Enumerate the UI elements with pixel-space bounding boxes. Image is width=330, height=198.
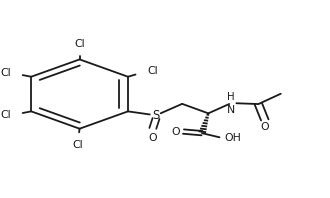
Text: Cl: Cl (147, 66, 158, 76)
Text: O: O (148, 133, 157, 143)
Text: O: O (260, 122, 269, 132)
Text: H: H (227, 92, 235, 102)
Text: S: S (152, 109, 160, 122)
Text: Cl: Cl (73, 140, 83, 150)
Text: Cl: Cl (0, 68, 11, 78)
Text: Cl: Cl (0, 110, 11, 120)
Text: N: N (227, 105, 235, 115)
Text: O: O (171, 127, 180, 137)
Text: Cl: Cl (74, 38, 85, 49)
Text: OH: OH (224, 133, 241, 143)
